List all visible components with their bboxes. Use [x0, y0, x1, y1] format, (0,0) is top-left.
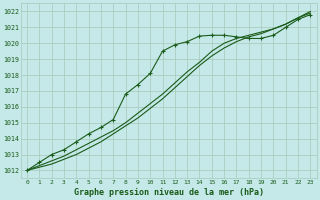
X-axis label: Graphe pression niveau de la mer (hPa): Graphe pression niveau de la mer (hPa)	[74, 188, 264, 197]
